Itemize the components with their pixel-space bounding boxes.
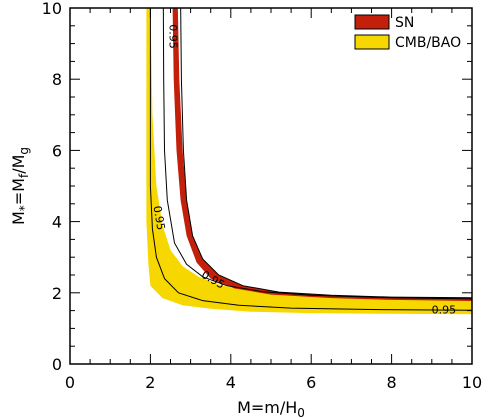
x-axis-label-sub: 0 — [297, 406, 305, 418]
y-tick-label: 6 — [52, 141, 62, 160]
y-axis-label-sub1: * — [17, 205, 31, 211]
chart-contours — [149, 8, 472, 311]
contour-line-2 — [149, 8, 472, 311]
y-axis-label-mid2: /M — [9, 155, 28, 174]
x-tick-label: 0 — [65, 373, 75, 392]
y-axis-label-pre: M — [9, 211, 28, 225]
y-tick-label: 8 — [52, 70, 62, 89]
x-tick-label: 4 — [226, 373, 236, 392]
y-axis-label-sub2: f — [17, 173, 31, 178]
contour-label-1: 0.95 — [150, 205, 167, 231]
region-cmb-bao — [146, 8, 472, 315]
legend-label-sn: SN — [395, 15, 414, 31]
axis-ticks: 0 2 4 6 8 10 0 2 4 6 8 10 — [42, 0, 483, 392]
y-tick-label: 10 — [42, 0, 62, 18]
contour-label-0: 0.95 — [167, 24, 180, 49]
contour-line-1 — [180, 8, 472, 299]
x-axis-label: M=m/H0 — [237, 398, 305, 418]
legend-swatch-sn — [354, 14, 390, 30]
y-tick-label: 2 — [52, 284, 62, 303]
y-tick-label: 0 — [52, 355, 62, 374]
legend-label-cmb-bao: CMB/BAO — [395, 35, 461, 51]
x-tick-label: 8 — [387, 373, 397, 392]
chart-regions — [146, 8, 472, 315]
y-axis-label: M*=Mf/Mg — [9, 147, 31, 225]
y-axis-label-sub3: g — [17, 147, 31, 155]
x-tick-label: 10 — [462, 373, 482, 392]
legend: SN CMB/BAO — [354, 14, 461, 51]
x-tick-label: 2 — [145, 373, 155, 392]
legend-swatch-cmb-bao — [354, 34, 390, 50]
contour-label-3: 0.95 — [432, 304, 457, 317]
y-axis-label-mid: =M — [9, 178, 28, 205]
contour-line-0 — [162, 8, 472, 300]
x-tick-label: 6 — [306, 373, 316, 392]
contour-labels: 0.950.950.950.95 — [150, 24, 456, 316]
y-tick-label: 4 — [52, 213, 62, 232]
x-axis-label-main: M=m/H — [237, 398, 297, 417]
